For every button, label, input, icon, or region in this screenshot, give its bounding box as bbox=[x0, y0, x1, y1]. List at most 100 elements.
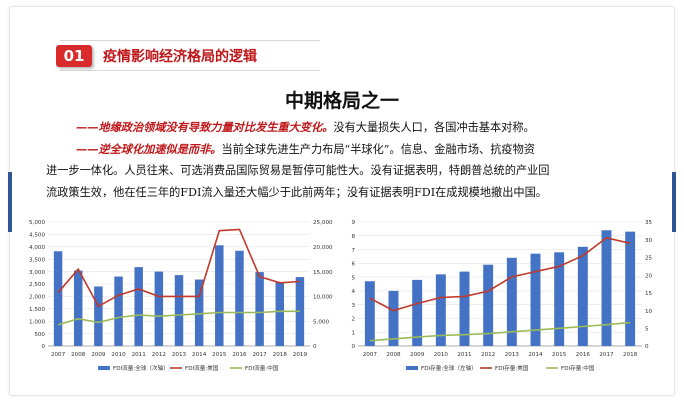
y-left-tick-label: 3,500 bbox=[29, 257, 45, 263]
section-title: 疫情影响经济格局的逻辑 bbox=[103, 49, 257, 65]
bar-2008 bbox=[388, 290, 399, 346]
y-left-tick-label: 500 bbox=[34, 332, 45, 338]
bar-2014 bbox=[194, 279, 204, 346]
y-right-tick-label: 5 bbox=[645, 326, 649, 332]
y-left-tick-label: 8 bbox=[351, 234, 355, 240]
paragraph-1-emphasis: ——地缘政治领域没有导致力量对比发生重大变化。 bbox=[76, 120, 334, 134]
y-left-tick-label: 5 bbox=[351, 275, 355, 281]
y-right-tick-label: 25,000 bbox=[313, 220, 333, 226]
x-tick-label: 2014 bbox=[528, 352, 543, 358]
series-line-1 bbox=[57, 228, 300, 308]
x-tick-label: 2013 bbox=[172, 352, 187, 358]
bar-2015 bbox=[215, 245, 224, 346]
y-right-tick-label: 20 bbox=[645, 273, 653, 279]
y-right-tick-label: 10,000 bbox=[313, 295, 333, 301]
bar-2013 bbox=[506, 257, 517, 346]
y-left-tick-label: 2,000 bbox=[29, 295, 45, 301]
x-tick-label: 2017 bbox=[599, 352, 614, 358]
section-number-badge: 01 bbox=[56, 45, 92, 67]
bar-2008 bbox=[73, 270, 83, 346]
y-left-tick-label: 3 bbox=[351, 303, 355, 309]
y-right-tick-label: 25 bbox=[645, 256, 653, 262]
legend-label: FDI存量:美国 bbox=[495, 364, 529, 372]
paragraph-line-2: ——逆全球化加速似是而非。当前全球先进生产力布局“半球化”。信息、金融市场、抗疫… bbox=[76, 138, 684, 161]
legend-label: FDI流量:美国 bbox=[185, 364, 219, 372]
bar-2010 bbox=[114, 276, 123, 346]
y-left-tick-label: 0 bbox=[351, 344, 355, 350]
x-tick-label: 2011 bbox=[457, 352, 472, 358]
x-tick-label: 2013 bbox=[505, 352, 520, 358]
x-tick-label: 2008 bbox=[386, 352, 401, 358]
legend-swatch bbox=[98, 366, 110, 370]
y-right-tick-label: 15,000 bbox=[313, 270, 333, 276]
y-right-tick-label: 35 bbox=[645, 220, 653, 226]
y-left-tick-label: 2 bbox=[351, 317, 355, 323]
x-tick-label: 2010 bbox=[111, 352, 126, 358]
series-line-1 bbox=[369, 237, 631, 312]
bar-2010 bbox=[435, 274, 446, 346]
y-left-tick-label: 2,500 bbox=[29, 282, 45, 288]
y-right-tick-label: 15 bbox=[645, 291, 653, 297]
x-tick-label: 2007 bbox=[363, 352, 378, 358]
bar-2014 bbox=[530, 253, 541, 346]
x-tick-label: 2009 bbox=[91, 352, 106, 358]
paragraph-line-3: 进一步一体化。人员往来、可选消费品国际贸易是暂停可能性大。没有证据表明，特朗普总… bbox=[46, 164, 550, 177]
paragraph-2-text: 当前全球先进生产力布局“半球化”。信息、金融市场、抗疫物资 bbox=[221, 143, 535, 156]
bar-2009 bbox=[94, 286, 103, 346]
legend-swatch bbox=[406, 366, 418, 370]
x-tick-label: 2008 bbox=[71, 352, 86, 358]
x-tick-label: 2009 bbox=[410, 352, 425, 358]
x-tick-label: 2018 bbox=[623, 352, 638, 358]
x-tick-label: 2019 bbox=[293, 352, 308, 358]
bar-2007 bbox=[53, 251, 63, 346]
x-tick-label: 2016 bbox=[576, 352, 591, 358]
bar-2012 bbox=[154, 271, 164, 346]
y-left-tick-label: 3,000 bbox=[29, 270, 45, 276]
legend-label: FDI存量:中国 bbox=[561, 364, 595, 372]
bar-2011 bbox=[459, 271, 470, 346]
x-tick-label: 2018 bbox=[273, 352, 288, 358]
bar-2019 bbox=[295, 277, 305, 346]
bar-2017 bbox=[601, 230, 612, 346]
bar-2017 bbox=[255, 272, 264, 346]
y-left-tick-label: 7 bbox=[351, 248, 355, 254]
x-tick-label: 2007 bbox=[51, 352, 66, 358]
x-tick-label: 2010 bbox=[434, 352, 449, 358]
bar-2011 bbox=[134, 267, 143, 346]
legend-label: FDI流量:全球（次轴） bbox=[113, 364, 169, 372]
y-left-tick-label: 6 bbox=[351, 262, 355, 268]
y-right-tick-label: 30 bbox=[645, 238, 653, 244]
y-left-tick-label: 4,500 bbox=[29, 233, 45, 239]
left-accent-bar bbox=[8, 172, 12, 232]
y-right-tick-label: 20,000 bbox=[313, 245, 333, 251]
legend-label: FDI流量:中国 bbox=[245, 364, 279, 372]
y-left-tick-label: 5,000 bbox=[29, 220, 45, 226]
y-right-tick-label: 0 bbox=[313, 344, 317, 350]
legend-label: FDI存量:全球（左轴） bbox=[421, 364, 477, 372]
y-left-tick-label: 4 bbox=[351, 289, 355, 295]
x-tick-label: 2015 bbox=[212, 352, 227, 358]
y-right-tick-label: 10 bbox=[645, 309, 653, 315]
y-left-tick-label: 0 bbox=[41, 344, 45, 350]
paragraph-line-1: ——地缘政治领域没有导致力量对比发生重大变化。没有大量损失人口，各国冲击基本对称… bbox=[76, 116, 684, 139]
bar-2009 bbox=[412, 279, 423, 346]
bar-2016 bbox=[235, 250, 244, 346]
bar-2015 bbox=[554, 252, 565, 346]
y-left-tick-label: 1,500 bbox=[29, 307, 45, 313]
x-tick-label: 2017 bbox=[252, 352, 267, 358]
slide-subtitle: 中期格局之一 bbox=[284, 90, 399, 112]
header-top-rule bbox=[60, 40, 320, 41]
x-tick-label: 2011 bbox=[132, 352, 147, 358]
fdi-flow-chart: 0 500 1,000 1,500 2,000 2,500 3,000 3,500 4,000 4… bbox=[29, 220, 333, 372]
paragraph-2-emphasis: ——逆全球化加速似是而非。 bbox=[76, 142, 222, 156]
paragraph-1-text: 没有大量损失人口，各国冲击基本对称。 bbox=[333, 121, 535, 134]
bar-2018 bbox=[625, 231, 636, 346]
paragraph-line-4: 流政策生效，他在任三年的FDI流入量还大幅少于此前两年；没有证据表明FDI在成规… bbox=[46, 186, 547, 199]
series-line-2 bbox=[369, 321, 631, 342]
y-right-tick-label: 5,000 bbox=[313, 319, 329, 325]
bar-2012 bbox=[483, 264, 494, 346]
bar-2013 bbox=[174, 275, 184, 346]
x-tick-label: 2015 bbox=[552, 352, 567, 358]
y-left-tick-label: 1 bbox=[351, 330, 355, 336]
y-right-tick-label: 0 bbox=[645, 344, 649, 350]
